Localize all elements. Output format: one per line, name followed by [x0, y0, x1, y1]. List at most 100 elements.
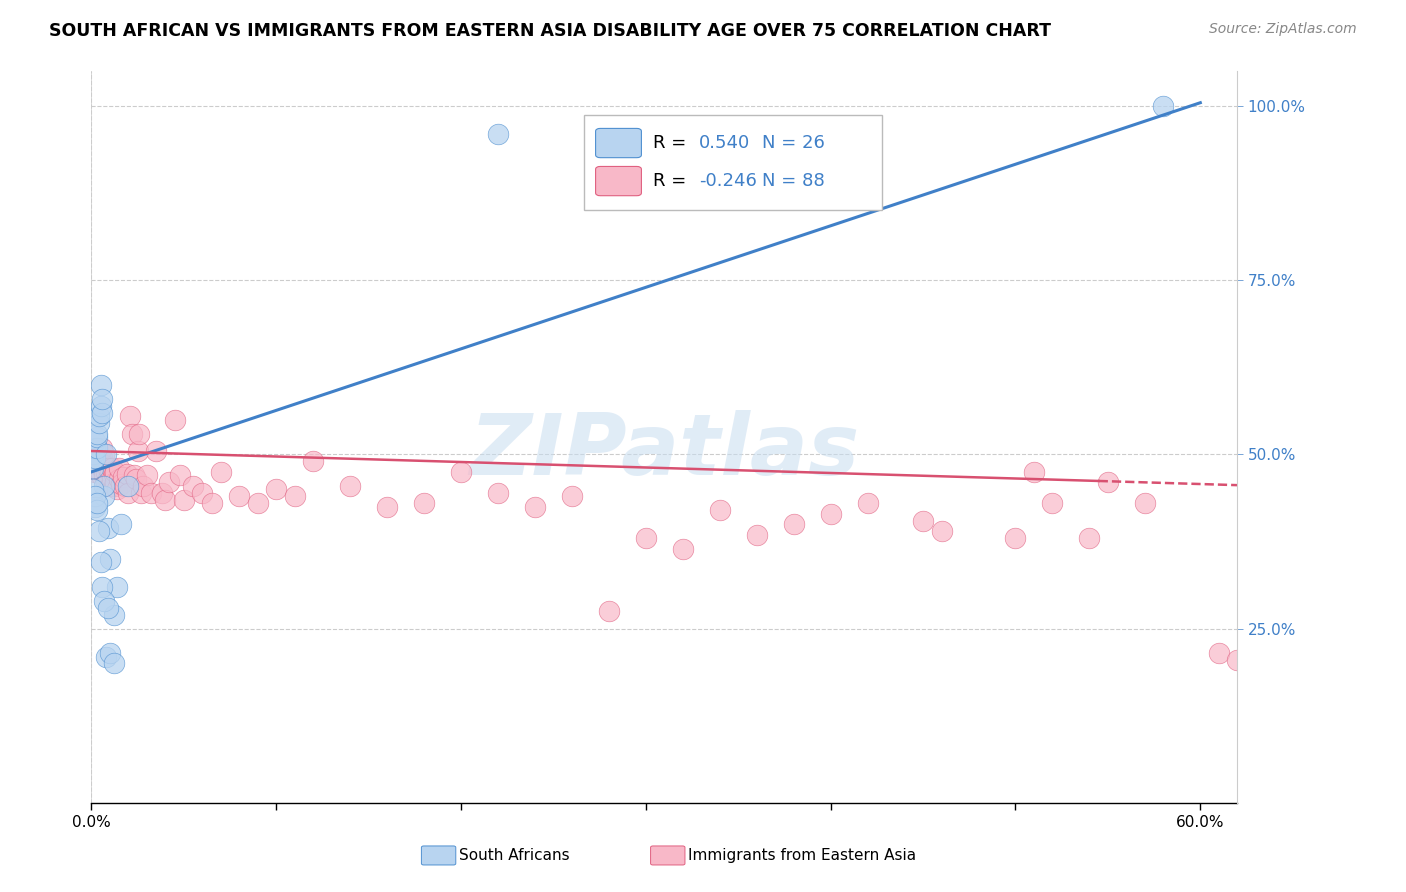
Point — [191, 485, 214, 500]
Point — [120, 409, 142, 424]
Text: Source: ZipAtlas.com: Source: ZipAtlas.com — [1209, 22, 1357, 37]
Point — [173, 492, 195, 507]
Point — [103, 607, 125, 622]
Point — [96, 475, 118, 490]
Point — [82, 483, 104, 497]
Point — [90, 377, 112, 392]
Point — [127, 444, 149, 458]
Point — [86, 426, 108, 441]
Point — [302, 454, 325, 468]
Point — [108, 472, 131, 486]
Point — [163, 412, 186, 426]
Point — [108, 461, 131, 475]
Point — [284, 489, 307, 503]
Point — [121, 426, 143, 441]
Point — [117, 485, 139, 500]
Text: N = 88: N = 88 — [762, 172, 824, 190]
Point — [129, 485, 152, 500]
Point — [1097, 475, 1119, 490]
Point — [96, 649, 118, 664]
Point — [103, 479, 125, 493]
Point — [97, 472, 120, 486]
Point — [104, 475, 127, 490]
Point — [139, 485, 162, 500]
Point — [1022, 465, 1045, 479]
Point — [523, 500, 546, 514]
Point — [84, 465, 107, 479]
Point — [90, 556, 112, 570]
Point — [82, 496, 104, 510]
Text: SOUTH AFRICAN VS IMMIGRANTS FROM EASTERN ASIA DISABILITY AGE OVER 75 CORRELATION: SOUTH AFRICAN VS IMMIGRANTS FROM EASTERN… — [49, 22, 1052, 40]
Point — [114, 479, 136, 493]
Point — [82, 461, 104, 475]
Point — [105, 483, 128, 497]
Point — [103, 467, 125, 481]
Point — [90, 399, 112, 413]
Point — [82, 441, 104, 455]
Point — [93, 489, 115, 503]
Point — [91, 450, 114, 465]
Point — [91, 406, 114, 420]
Point — [634, 531, 657, 545]
Point — [86, 461, 108, 475]
Point — [135, 468, 157, 483]
Text: -0.246: -0.246 — [699, 172, 756, 190]
Point — [150, 485, 173, 500]
FancyBboxPatch shape — [422, 846, 456, 865]
Point — [84, 434, 107, 448]
Point — [598, 604, 620, 618]
Point — [84, 500, 107, 514]
Point — [122, 468, 145, 483]
Point — [84, 448, 107, 462]
Point — [82, 450, 104, 465]
Point — [1042, 496, 1064, 510]
Point — [87, 416, 110, 430]
Point — [246, 496, 269, 510]
Point — [110, 476, 132, 491]
Point — [98, 646, 121, 660]
Point — [86, 441, 108, 455]
FancyBboxPatch shape — [596, 167, 641, 195]
Point — [486, 127, 509, 141]
Text: N = 26: N = 26 — [762, 134, 824, 152]
Point — [745, 527, 768, 541]
Point — [209, 465, 232, 479]
Point — [91, 392, 114, 406]
Point — [82, 454, 104, 468]
Point — [820, 507, 842, 521]
Point — [145, 444, 167, 458]
Point — [91, 441, 114, 455]
Point — [1208, 646, 1230, 660]
Point — [97, 521, 120, 535]
Point — [86, 503, 108, 517]
Point — [91, 580, 114, 594]
Point — [86, 450, 108, 465]
Point — [912, 514, 935, 528]
Point — [1133, 496, 1156, 510]
Point — [111, 470, 134, 484]
FancyBboxPatch shape — [583, 115, 882, 211]
Point — [84, 441, 107, 455]
Text: Immigrants from Eastern Asia: Immigrants from Eastern Asia — [689, 848, 917, 863]
Point — [100, 472, 122, 486]
Point — [105, 580, 128, 594]
Point — [93, 479, 115, 493]
Point — [86, 496, 108, 510]
Point — [375, 500, 398, 514]
Point — [90, 454, 112, 468]
Point — [98, 552, 121, 566]
Point — [132, 479, 155, 493]
Point — [115, 467, 138, 481]
Point — [157, 475, 180, 490]
Point — [155, 492, 177, 507]
Point — [1078, 531, 1101, 545]
Point — [87, 524, 110, 538]
Point — [84, 489, 107, 503]
Text: ZIPatlas: ZIPatlas — [470, 410, 859, 493]
Point — [86, 430, 108, 444]
Point — [91, 461, 114, 475]
Text: R =: R = — [652, 172, 692, 190]
Point — [97, 600, 120, 615]
Point — [1152, 99, 1174, 113]
Text: 0.540: 0.540 — [699, 134, 749, 152]
